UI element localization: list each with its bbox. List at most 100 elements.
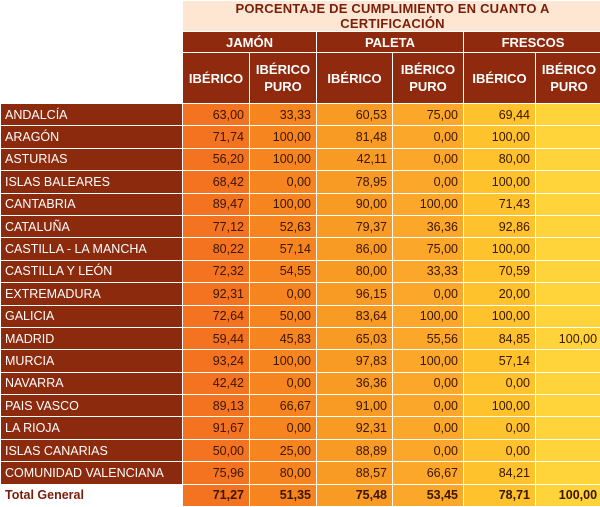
value-cell: 86,00: [317, 238, 392, 260]
value-cell: 69,44: [464, 104, 535, 126]
value-cell: 100,00: [536, 327, 600, 350]
value-cell: 92,31: [183, 283, 249, 305]
subheader-cell: IBÉRICO PURO: [536, 53, 600, 103]
region-name: NAVARRA: [1, 372, 182, 395]
value-cell: 100,00: [464, 238, 535, 260]
value-cell: 0,00: [250, 372, 316, 395]
value-cell: 54,55: [250, 260, 316, 283]
corner-blank: [1, 1, 182, 31]
value-cell: 60,53: [317, 104, 392, 126]
subheader-cell: IBÉRICO PURO: [393, 53, 463, 103]
table-row: EXTREMADURA 92,31 0,00 96,15 0,00 20,00: [1, 283, 600, 305]
value-cell: 0,00: [464, 439, 535, 462]
value-cell: 0,00: [393, 171, 463, 193]
value-cell: 70,59: [464, 260, 535, 283]
region-name: MADRID: [1, 327, 182, 350]
region-name: EXTREMADURA: [1, 283, 182, 305]
value-cell: 33,33: [393, 260, 463, 283]
value-cell: 100,00: [250, 148, 316, 171]
table-row: CASTILLA Y LEÓN 72,32 54,55 80,00 33,33 70,59: [1, 260, 600, 283]
region-name: ISLAS BALEARES: [1, 171, 182, 193]
value-cell: 91,00: [317, 395, 392, 417]
value-cell: 71,74: [183, 126, 249, 148]
value-cell: 0,00: [393, 395, 463, 417]
value-cell: [536, 260, 600, 283]
table-row: ARAGÓN 71,74 100,00 81,48 0,00 100,00: [1, 126, 600, 148]
table-title: PORCENTAJE DE CUMPLIMIENTO EN CUANTO A C…: [183, 1, 600, 31]
value-cell: 79,37: [317, 215, 392, 238]
value-cell: 57,14: [464, 350, 535, 372]
subheader-text: IBÉRICO: [400, 62, 456, 77]
value-cell: [536, 148, 600, 171]
subheader-text: PURO: [264, 79, 302, 94]
value-cell: 77,12: [183, 215, 249, 238]
value-cell: 66,67: [250, 395, 316, 417]
value-cell: 84,21: [464, 462, 535, 484]
value-cell: [536, 171, 600, 193]
value-cell: [536, 305, 600, 327]
value-cell: 45,83: [250, 327, 316, 350]
value-cell: [536, 439, 600, 462]
value-cell: 89,13: [183, 395, 249, 417]
total-value-cell: 78,71: [464, 484, 535, 506]
value-cell: 100,00: [250, 126, 316, 148]
value-cell: 75,00: [393, 104, 463, 126]
value-cell: 65,03: [317, 327, 392, 350]
value-cell: [536, 238, 600, 260]
value-cell: [536, 417, 600, 439]
value-cell: [536, 350, 600, 372]
value-cell: 80,00: [317, 260, 392, 283]
table-row: GALICIA 72,64 50,00 83,64 100,00 100,00: [1, 305, 600, 327]
subheader-text: IBÉRICO: [255, 62, 311, 77]
total-label: Total General: [1, 484, 182, 506]
value-cell: 92,31: [317, 417, 392, 439]
table-row: COMUNIDAD VALENCIANA 75,96 80,00 88,57 66,67…: [1, 462, 600, 484]
value-cell: 100,00: [393, 350, 463, 372]
value-cell: 0,00: [250, 283, 316, 305]
table-row: LA RIOJA 91,67 0,00 92,31 0,00 0,00: [1, 417, 600, 439]
value-cell: 33,33: [250, 104, 316, 126]
table-row: ISLAS CANARIAS 50,00 25,00 88,89 0,00 0,00: [1, 439, 600, 462]
value-cell: 71,43: [464, 193, 535, 215]
value-cell: 88,57: [317, 462, 392, 484]
value-cell: 75,96: [183, 462, 249, 484]
region-name: GALICIA: [1, 305, 182, 327]
table-row: CATALUÑA 77,12 52,63 79,37 36,36 92,86: [1, 215, 600, 238]
value-cell: 0,00: [464, 372, 535, 395]
value-cell: 0,00: [393, 372, 463, 395]
value-cell: 42,42: [183, 372, 249, 395]
subheader-text: PURO: [550, 79, 588, 94]
table-row: PAIS VASCO 89,13 66,67 91,00 0,00 100,00: [1, 395, 600, 417]
value-cell: 90,00: [317, 193, 392, 215]
value-cell: 80,00: [250, 462, 316, 484]
value-cell: 55,56: [393, 327, 463, 350]
value-cell: 88,89: [317, 439, 392, 462]
value-cell: 81,48: [317, 126, 392, 148]
table-row: ISLAS BALEARES 68,42 0,00 78,95 0,00 100,00: [1, 171, 600, 193]
value-cell: [536, 283, 600, 305]
total-value-cell: 100,00: [536, 484, 600, 506]
value-cell: [536, 372, 600, 395]
value-cell: 20,00: [464, 283, 535, 305]
table-row: CASTILLA - LA MANCHA 80,22 57,14 86,00 75,00…: [1, 238, 600, 260]
value-cell: 75,00: [393, 238, 463, 260]
value-cell: [536, 462, 600, 484]
value-cell: 96,15: [317, 283, 392, 305]
value-cell: 0,00: [250, 171, 316, 193]
value-cell: 100,00: [393, 305, 463, 327]
total-value-cell: 75,48: [317, 484, 392, 506]
subheader-cell: IBÉRICO: [317, 53, 392, 103]
subheader-cell: IBÉRICO PURO: [250, 53, 316, 103]
value-cell: 36,36: [317, 372, 392, 395]
group-header-paleta: PALETA: [317, 32, 463, 52]
value-cell: 72,64: [183, 305, 249, 327]
value-cell: [536, 395, 600, 417]
value-cell: 80,00: [464, 148, 535, 171]
total-value-cell: 51,35: [250, 484, 316, 506]
value-cell: 36,36: [393, 215, 463, 238]
value-cell: 0,00: [393, 417, 463, 439]
table-row: NAVARRA 42,42 0,00 36,36 0,00 0,00: [1, 372, 600, 395]
value-cell: 0,00: [393, 439, 463, 462]
region-name: ASTURIAS: [1, 148, 182, 171]
